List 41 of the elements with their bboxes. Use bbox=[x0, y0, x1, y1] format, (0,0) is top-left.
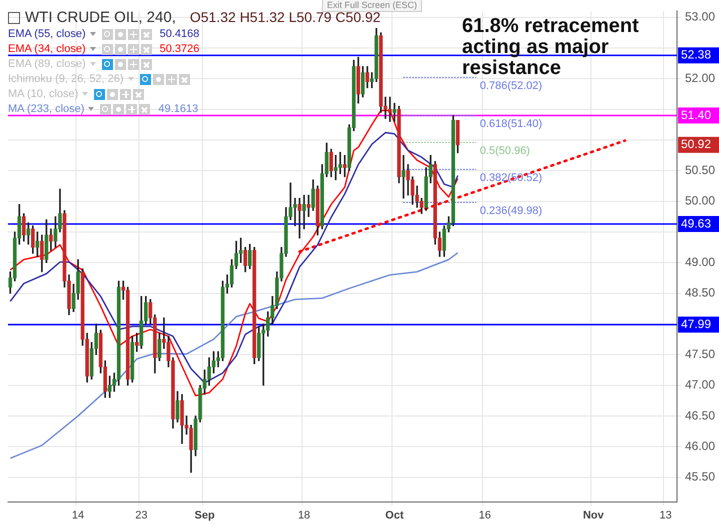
y-tick-label: 46.00 bbox=[684, 438, 716, 453]
text: 50.92 bbox=[680, 137, 712, 152]
ref-line-label: 52.38 bbox=[680, 48, 712, 62]
text: EMA (34, close) bbox=[8, 43, 86, 55]
annotation: MA (10, close) bbox=[8, 88, 78, 100]
x-tick-label: Sep bbox=[194, 509, 215, 522]
series-label: 0.5(50.96) bbox=[480, 144, 530, 157]
y-tick-label: 50.50 bbox=[684, 162, 716, 177]
x-tick-label: Oct bbox=[385, 509, 404, 522]
ref-line-label: 51.40 bbox=[680, 108, 712, 122]
annotation: 50.3726 bbox=[160, 43, 200, 55]
x-tick-label: 16 bbox=[478, 509, 491, 522]
y-tick-label: 48.50 bbox=[684, 286, 716, 300]
series-label: 0.618(51.40) bbox=[480, 118, 542, 130]
annotation: 50.4168 bbox=[160, 28, 200, 40]
text: EMA (55, close) bbox=[8, 28, 86, 40]
ref-line-label: 47.99 bbox=[680, 316, 712, 331]
y-tick-label: 45.50 bbox=[684, 470, 716, 484]
annotation: Ichimoku (9, 26, 52, 26) bbox=[8, 73, 124, 85]
y-tick-label: 53.00 bbox=[684, 10, 716, 24]
x-tick-label: 23 bbox=[135, 509, 148, 522]
y-tick-label: 52.00 bbox=[684, 70, 716, 85]
y-tick-label: 46.50 bbox=[684, 408, 716, 422]
x-tick-label: 14 bbox=[72, 509, 84, 522]
y-tick-label: 49.00 bbox=[684, 254, 716, 269]
annotation: 61.8% retracement acting as major resistance bbox=[462, 15, 640, 79]
y-tick-label: 47.00 bbox=[684, 378, 716, 392]
text: MA (233, close) bbox=[8, 103, 84, 115]
y-tick-label: 47.50 bbox=[684, 346, 716, 361]
y-tick-label: 50.00 bbox=[684, 194, 716, 208]
annotation: EMA (89, close) bbox=[8, 58, 86, 70]
x-tick-label: Nov bbox=[582, 509, 605, 522]
annotation: 49.1613 bbox=[158, 103, 198, 115]
x-tick-label: 13 bbox=[660, 509, 672, 522]
annotation: O51.32 H51.32 L50.79 C50.92 bbox=[190, 9, 381, 25]
series-label: 0.786(52.02) bbox=[480, 80, 542, 92]
chart-title: WTI CRUDE OIL, 240, bbox=[25, 9, 176, 26]
series-label: 0.236(49.98) bbox=[480, 205, 542, 218]
ref-line-label: 49.63 bbox=[680, 216, 712, 230]
text: Exit Full Screen (ESC) bbox=[322, 0, 422, 12]
x-tick-label: 18 bbox=[298, 509, 310, 522]
